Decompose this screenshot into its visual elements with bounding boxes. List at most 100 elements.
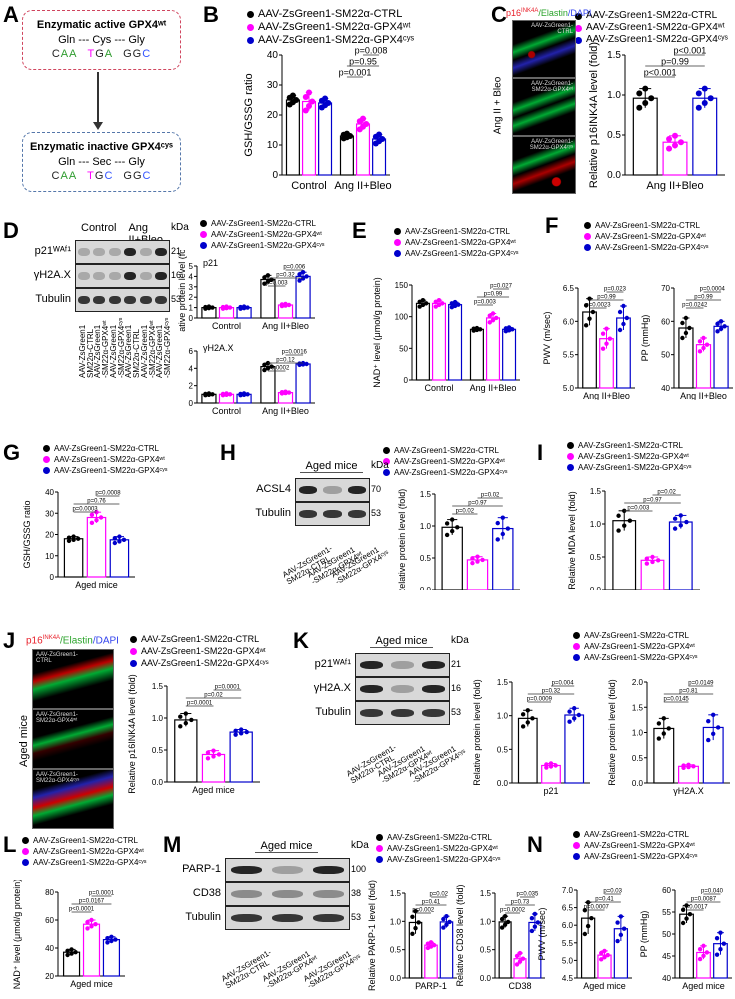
- svg-text:45: 45: [662, 952, 671, 961]
- legend-dot-icon: [394, 250, 401, 257]
- legend-item-wt: AAV-ZsGreen1-SM22α-GPX4ʷᵗ: [394, 237, 519, 248]
- panel-label-f: F: [545, 213, 559, 238]
- svg-text:p=0.0149: p=0.0149: [688, 681, 714, 687]
- legend-dot-icon: [22, 859, 29, 866]
- panel-label-m: M: [163, 832, 182, 857]
- svg-text:p=0.040: p=0.040: [701, 889, 724, 895]
- legend-label: AAV-ZsGreen1-SM22α-GPX4ᶜʸˢ: [387, 855, 501, 864]
- svg-text:GSH/GSSG ratio: GSH/GSSG ratio: [22, 500, 32, 568]
- panel-label-b: B: [203, 2, 219, 27]
- svg-text:Aged mice: Aged mice: [75, 580, 118, 590]
- svg-text:6.0: 6.0: [562, 921, 574, 930]
- blot-row-label: γH2A.X: [33, 269, 71, 281]
- legend-label: AAV-ZsGreen1-SM22α-GPX4ᶜʸˢ: [33, 858, 147, 867]
- legend-dot-icon: [200, 242, 207, 249]
- legend-dot-icon: [22, 848, 29, 855]
- micrograph-gpx4wt: AAV-ZsGreen1- SM22α-GPX4ʷᵗ: [512, 78, 576, 136]
- legend-b: AAV-ZsGreen1-SM22α-CTRL AAV-ZsGreen1-SM22…: [247, 8, 414, 47]
- svg-text:p=0.0009: p=0.0009: [527, 697, 553, 703]
- kda-value: 21: [451, 659, 462, 669]
- svg-text:p=0.0007: p=0.0007: [584, 905, 610, 911]
- legend-label: AAV-ZsGreen1-SM22α-GPX4ᶜʸˢ: [141, 658, 269, 668]
- panel-label-j: J: [3, 628, 16, 653]
- svg-text:p=0.32: p=0.32: [542, 689, 561, 695]
- svg-text:p=0.0242: p=0.0242: [682, 303, 708, 309]
- svg-text:Relative p16INK4A level (fold): Relative p16INK4A level (fold): [127, 674, 137, 794]
- svg-text:Ang II+Bleo: Ang II+Bleo: [334, 180, 391, 192]
- inactive-codons: CAA TGC GGC: [51, 170, 152, 182]
- svg-text:γH2A.X: γH2A.X: [673, 786, 704, 796]
- svg-text:p=0.0023: p=0.0023: [585, 303, 611, 309]
- svg-text:100: 100: [395, 313, 409, 322]
- legend-k: AAV-ZsGreen1-SM22α-CTRL AAV-ZsGreen1-SM22…: [573, 630, 698, 663]
- legend-dot-icon: [575, 12, 582, 20]
- svg-text:p<0.0001: p<0.0001: [69, 907, 95, 913]
- micrograph-ctrl: AAV-ZsGreen1- CTRL: [32, 649, 114, 709]
- legend-dot-icon: [43, 456, 50, 463]
- legend-label: AAV-ZsGreen1-SM22α-CTRL: [141, 634, 260, 644]
- legend-dot-icon: [130, 635, 137, 643]
- legend-d: AAV-ZsGreen1-SM22α-CTRL AAV-ZsGreen1-SM22…: [200, 218, 325, 251]
- svg-text:PP (mmHg): PP (mmHg): [639, 911, 649, 958]
- arrow-head-icon: [93, 122, 103, 130]
- legend-dot-icon: [573, 654, 580, 661]
- legend-label: AAV-ZsGreen1-SM22α-CTRL: [211, 219, 316, 228]
- legend-dot-icon: [575, 24, 582, 32]
- active-gpx4-box: Enzymatic active GPX4ʷᵗ Gln --- Cys --- …: [22, 10, 181, 70]
- legend-label: AAV-ZsGreen1-SM22α-CTRL: [33, 836, 138, 845]
- lane-label: AAV-ZsGreen1 -SM22α-GPX4ʷᵗ: [93, 320, 111, 378]
- legend-label: AAV-ZsGreen1-SM22α-CTRL: [394, 446, 499, 455]
- svg-text:0: 0: [189, 399, 194, 408]
- svg-text:p=0.027: p=0.027: [490, 284, 513, 290]
- panel-label-h: H: [220, 440, 236, 465]
- svg-text:p=0.0002: p=0.0002: [500, 908, 526, 914]
- svg-text:p=0.02: p=0.02: [657, 490, 676, 496]
- legend-item-wt: AAV-ZsGreen1-SM22α-GPX4ʷᵗ: [247, 21, 414, 34]
- blot-strip: [75, 264, 170, 288]
- legend-label: AAV-ZsGreen1-SM22α-GPX4ᶜʸˢ: [394, 468, 508, 477]
- svg-text:p=0.02: p=0.02: [456, 509, 475, 515]
- svg-text:p=0.003: p=0.003: [474, 300, 497, 306]
- svg-text:4: 4: [189, 272, 194, 281]
- active-title: Enzymatic active GPX4ʷᵗ: [36, 19, 167, 31]
- svg-text:p<0.001: p<0.001: [644, 68, 677, 78]
- svg-text:Relative p16INK4A level (fold): Relative p16INK4A level (fold): [588, 42, 600, 188]
- svg-text:0.0: 0.0: [420, 586, 432, 590]
- svg-text:0.0: 0.0: [497, 779, 509, 788]
- svg-text:Ang II+Bleo: Ang II+Bleo: [646, 180, 703, 192]
- blot-row-label: Tubulin: [315, 706, 351, 718]
- blot-row-label: Tubulin: [185, 911, 221, 923]
- kda-value: 53: [171, 294, 182, 304]
- legend-label: AAV-ZsGreen1-SM22α-CTRL: [595, 221, 700, 230]
- svg-text:1.0: 1.0: [497, 712, 509, 721]
- legend-item-ctrl: AAV-ZsGreen1-SM22α-CTRL: [43, 443, 168, 454]
- kda-value: 100: [351, 864, 367, 874]
- svg-text:5.0: 5.0: [563, 384, 575, 393]
- svg-text:1.5: 1.5: [497, 678, 509, 687]
- blot-strip: [225, 906, 350, 930]
- legend-item-cys: AAV-ZsGreen1-SM22α-GPX4ᶜʸˢ: [584, 242, 709, 253]
- svg-text:0: 0: [50, 573, 55, 582]
- svg-text:p=0.0008: p=0.0008: [95, 491, 121, 497]
- legend-dot-icon: [200, 231, 207, 238]
- svg-text:4.5: 4.5: [562, 974, 574, 983]
- legend-item-wt: AAV-ZsGreen1-SM22α-GPX4ʷᵗ: [584, 231, 709, 242]
- svg-text:p=0.0001: p=0.0001: [187, 701, 213, 707]
- legend-dot-icon: [584, 244, 591, 251]
- blot-row-label: Tubulin: [255, 507, 291, 519]
- legend-item-ctrl: AAV-ZsGreen1-SM22α-CTRL: [394, 226, 519, 237]
- legend-label: AAV-ZsGreen1-SM22α-GPX4ʷᵗ: [258, 21, 411, 33]
- svg-text:5.5: 5.5: [563, 351, 575, 360]
- legend-dot-icon: [573, 831, 580, 838]
- svg-text:PWV (m/sec): PWV (m/sec): [537, 907, 547, 960]
- svg-text:1.5: 1.5: [420, 490, 432, 499]
- svg-text:4: 4: [189, 364, 194, 373]
- stain-title: p16INK4A/Elastin/DAPI: [26, 635, 119, 647]
- chart-n-pp: 40 45 50 55 60 Aged mice p=0.0017 p=0.0087 p=0.0…: [639, 886, 732, 991]
- legend-dot-icon: [567, 453, 574, 460]
- legend-label: AAV-ZsGreen1-SM22α-GPX4ᶜʸˢ: [584, 653, 698, 662]
- svg-text:7.0: 7.0: [562, 886, 574, 895]
- svg-text:1.0: 1.0: [607, 90, 621, 101]
- svg-text:40: 40: [662, 974, 671, 983]
- chart-k-p21: 0.0 0.5 1.0 1.5 p21 p=0.0009 p=0.32 p=0.004 Rela…: [472, 678, 590, 796]
